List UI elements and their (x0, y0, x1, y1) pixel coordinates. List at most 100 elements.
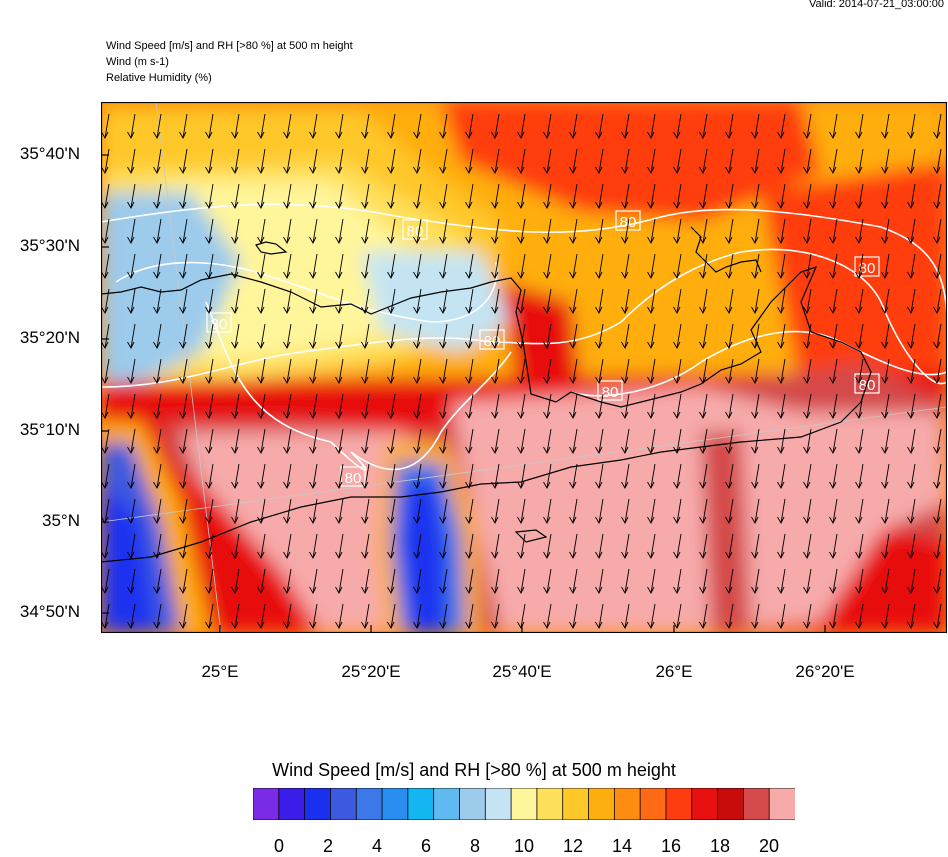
wind-arrow (335, 463, 344, 489)
colorbar-swatch (484, 788, 512, 820)
wind-arrow (621, 568, 630, 594)
wind-arrow (231, 463, 240, 489)
map-frame (101, 102, 947, 633)
wind-arrow (205, 288, 214, 314)
wind-arrow (569, 183, 578, 209)
contour-label: 80 (602, 384, 619, 401)
wind-arrow (881, 323, 890, 349)
graticule (101, 102, 947, 633)
colorbar-swatch (613, 788, 642, 820)
wind-arrow (881, 253, 890, 279)
lat-label: 35°30'N (19, 236, 80, 255)
colorbar-tick-label: 14 (611, 836, 633, 856)
wind-arrow (907, 498, 916, 524)
wind-arrow (933, 463, 942, 489)
wind-arrow (725, 428, 734, 454)
wind-arrow (309, 148, 318, 174)
colorbar-swatch (381, 788, 409, 820)
wind-arrow (673, 323, 682, 349)
wind-arrow (257, 148, 266, 174)
wind-arrow (491, 148, 500, 174)
wind-arrow (595, 533, 604, 559)
wind-arrow (101, 218, 110, 244)
wind-arrow (517, 218, 526, 244)
wind-arrow (881, 603, 890, 629)
wind-arrow (881, 183, 890, 209)
wind-arrow (621, 463, 630, 489)
wind-arrow (855, 218, 864, 244)
wind-arrow (231, 498, 240, 524)
lat-label: 35°N (42, 511, 80, 530)
wind-arrow (647, 288, 656, 314)
wind-arrow (387, 148, 396, 174)
wind-arrow (491, 113, 500, 139)
wind-arrow (751, 358, 760, 384)
wind-arrow (361, 358, 370, 384)
colorbar-swatch (433, 788, 461, 820)
wind-arrow (491, 323, 500, 349)
wind-arrow (257, 218, 266, 244)
wind-arrow (257, 463, 266, 489)
wind-arrow (335, 393, 344, 419)
wind-arrow (881, 358, 890, 384)
wind-arrow (309, 533, 318, 559)
wind-arrow (257, 288, 266, 314)
wind-arrow (595, 113, 604, 139)
wind-arrow (829, 393, 838, 419)
colorbar-tick-label: 4 (371, 836, 382, 856)
wind-arrow (881, 393, 890, 419)
wind-arrow (543, 568, 552, 594)
wind-arrow (803, 323, 812, 349)
wind-arrow (543, 113, 552, 139)
wind-arrow (179, 253, 188, 279)
wind-arrow (933, 603, 942, 629)
wind-arrow (855, 533, 864, 559)
wind-arrow (803, 358, 812, 384)
colorbar-swatch (459, 788, 487, 820)
wind-arrow (829, 463, 838, 489)
wind-arrow (595, 218, 604, 244)
wind-arrow (127, 183, 136, 209)
wind-arrow (101, 533, 110, 559)
wind-arrow (933, 183, 942, 209)
wind-arrow (569, 428, 578, 454)
wind-arrow (803, 393, 812, 419)
wind-arrow (751, 113, 760, 139)
wind-arrow (751, 428, 760, 454)
wind-arrow (335, 323, 344, 349)
wind-arrow (387, 568, 396, 594)
wind-arrow (907, 323, 916, 349)
wind-arrow (101, 113, 110, 139)
wind-arrow (595, 463, 604, 489)
colorbar-swatch (510, 788, 538, 820)
wind-arrow (699, 323, 708, 349)
wind-arrow (881, 568, 890, 594)
wind-arrow (231, 323, 240, 349)
wind-arrow (725, 603, 734, 629)
wind-arrow (933, 393, 942, 419)
wind-arrow (751, 498, 760, 524)
wind-arrow (491, 288, 500, 314)
lat-label: 35°20'N (19, 328, 80, 347)
wind-arrow (283, 498, 292, 524)
lon-label: 25°20'E (341, 662, 401, 681)
wind-arrow (543, 498, 552, 524)
wind-arrow (439, 533, 448, 559)
colorbar-tick-label: 20 (758, 836, 780, 856)
wind-arrow (751, 463, 760, 489)
wind-arrow (283, 568, 292, 594)
wind-arrow (283, 463, 292, 489)
wind-arrow (777, 463, 786, 489)
wind-arrow (725, 393, 734, 419)
wind-arrow (751, 603, 760, 629)
wind-arrow (127, 498, 136, 524)
wind-arrow (595, 568, 604, 594)
wind-arrow (933, 533, 942, 559)
wind-arrow (387, 603, 396, 629)
wind-arrow (205, 148, 214, 174)
contour-label: 80 (211, 316, 228, 333)
wind-arrow (153, 358, 162, 384)
wind-arrow (361, 218, 370, 244)
wind-arrow (751, 533, 760, 559)
wind-arrow (907, 393, 916, 419)
